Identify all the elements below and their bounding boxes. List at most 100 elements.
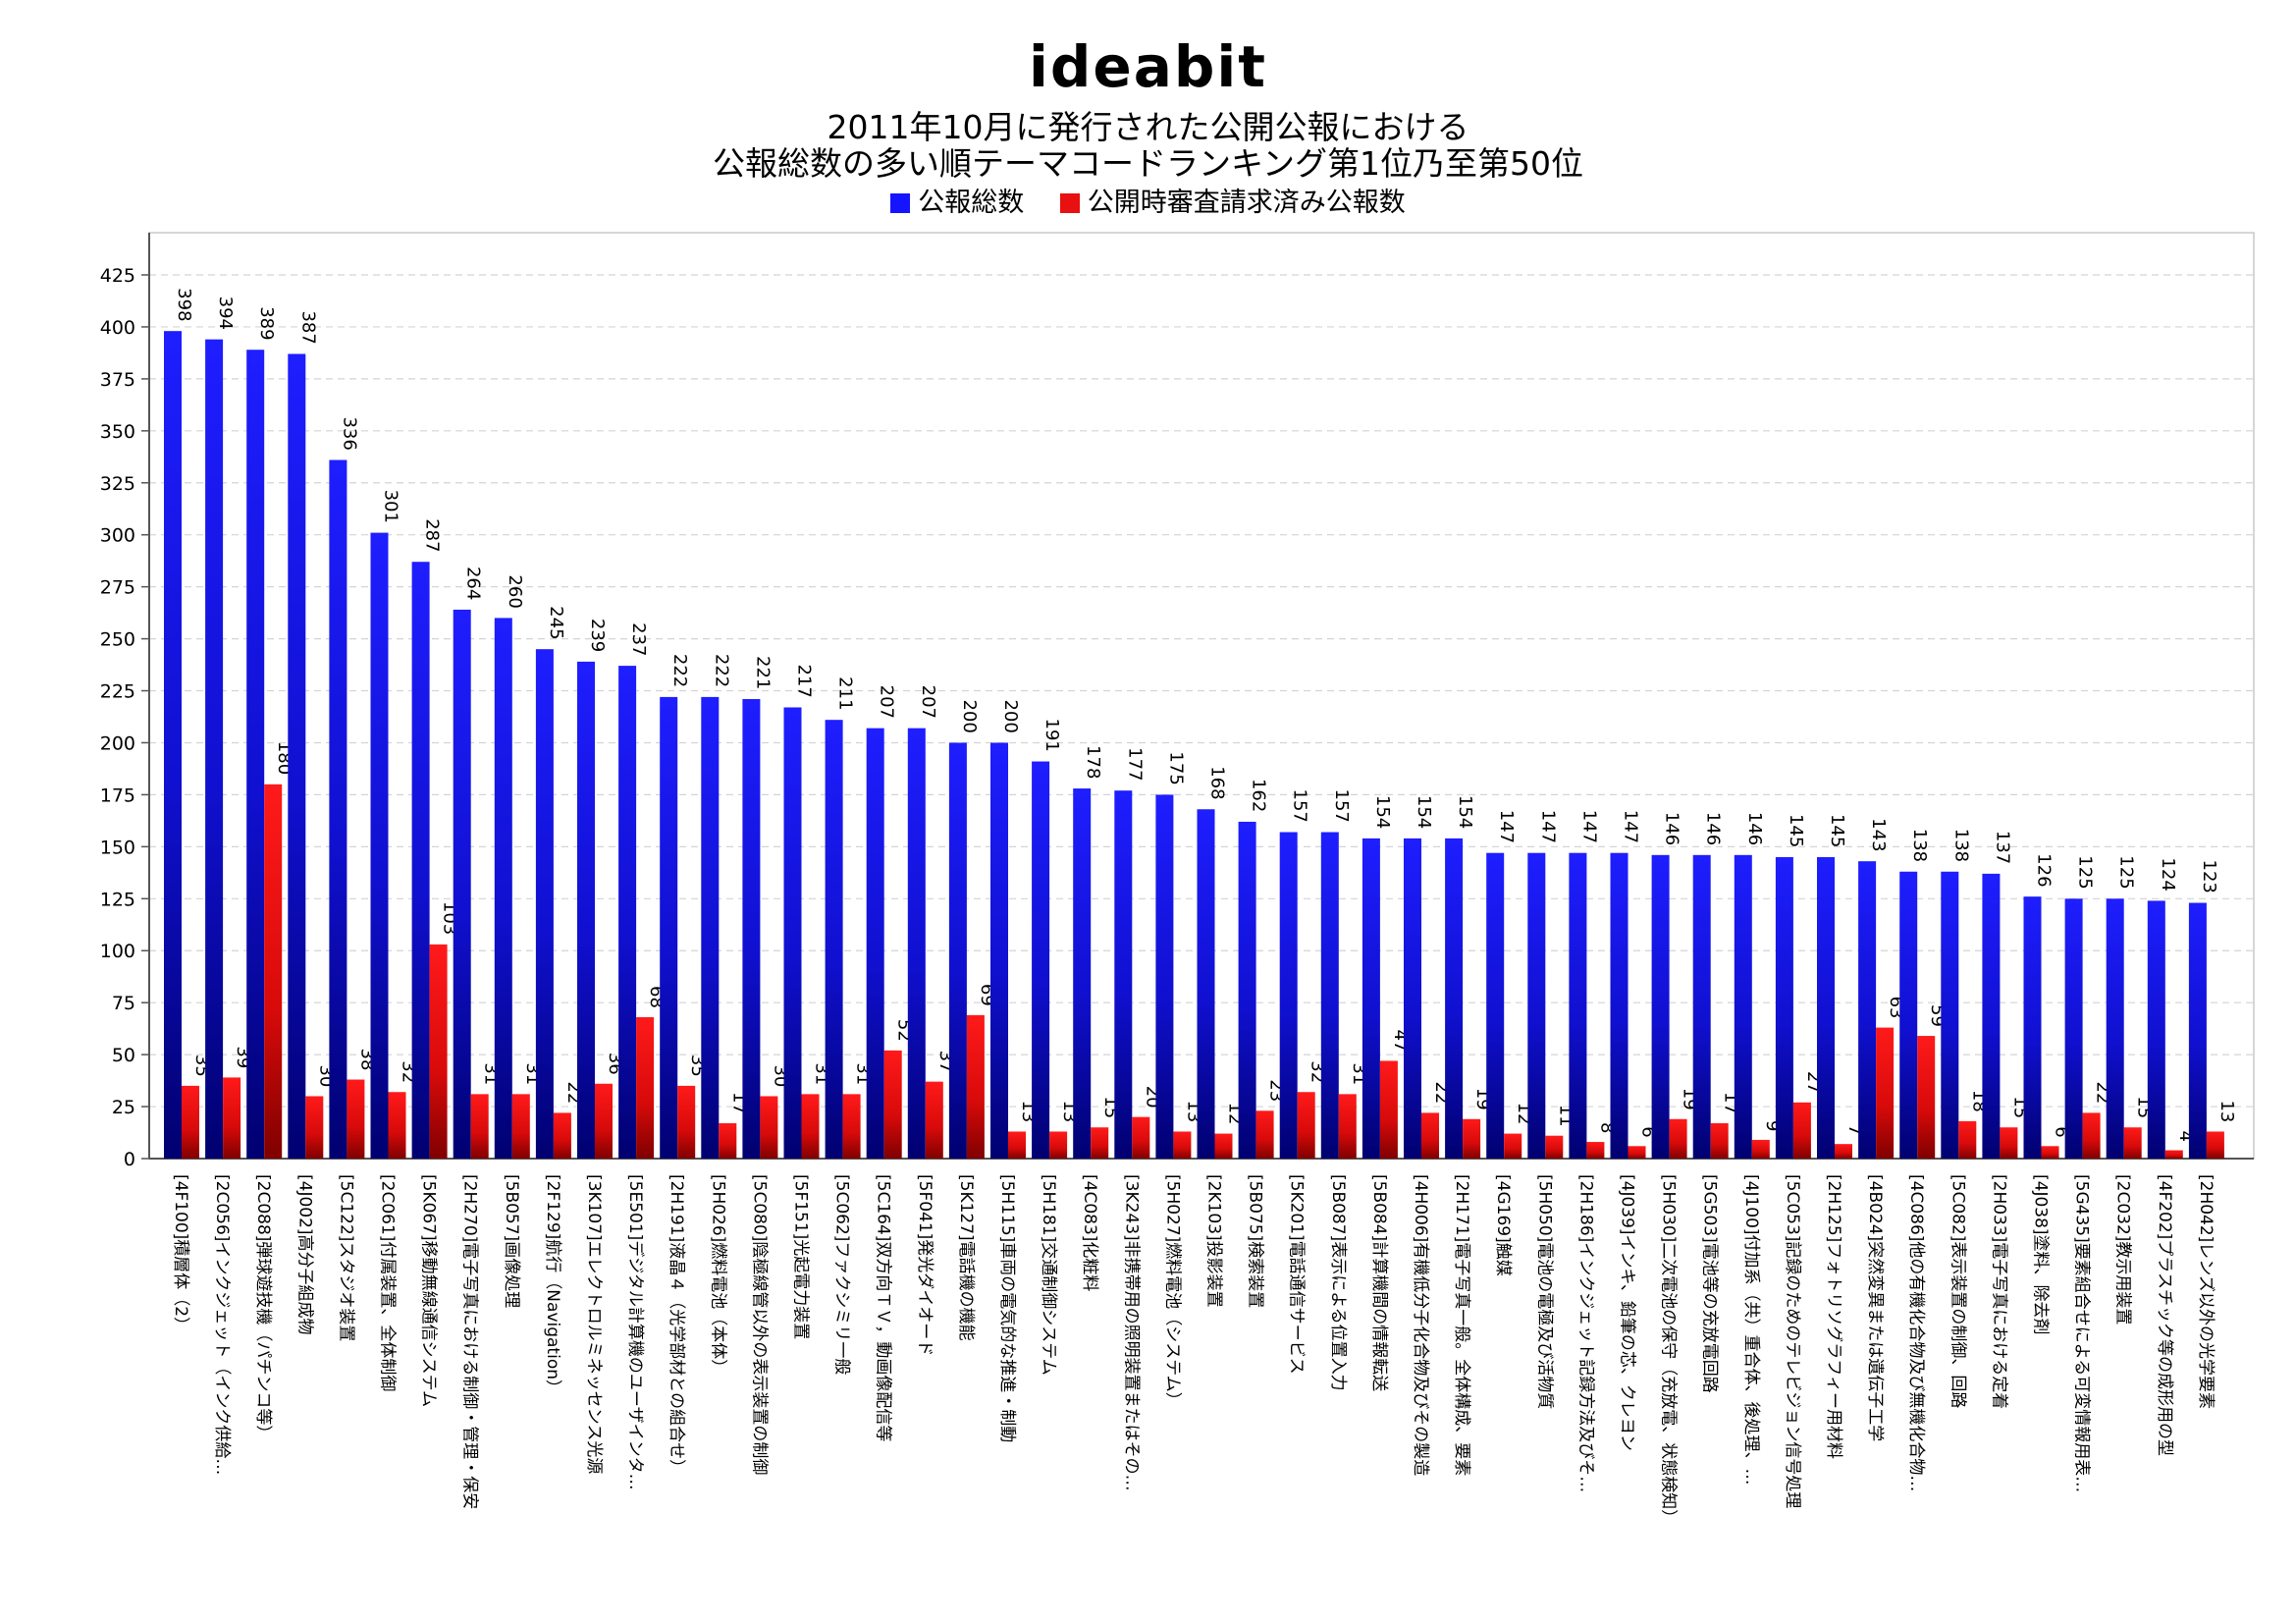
x-category-label: [5K201]電話通信サービス bbox=[1287, 1174, 1307, 1375]
y-tick-label: 275 bbox=[100, 577, 135, 599]
x-category-label: [5B057]画像処理 bbox=[502, 1174, 521, 1308]
bar-total bbox=[535, 649, 554, 1159]
bar-total bbox=[164, 331, 182, 1159]
legend-label-total: 公報総数 bbox=[918, 188, 1025, 218]
bar-examined bbox=[1255, 1110, 1274, 1159]
bar-examined bbox=[677, 1085, 696, 1159]
bar-total bbox=[1817, 856, 1835, 1159]
x-category-label: [2H125]フォトリソグラフィー用材料 bbox=[1824, 1174, 1843, 1459]
bar-total bbox=[2106, 898, 2124, 1159]
data-label-total: 207 bbox=[918, 685, 938, 719]
bar-examined bbox=[1421, 1112, 1439, 1159]
legend-swatch-blue bbox=[890, 193, 911, 213]
bar-total bbox=[1858, 861, 1877, 1159]
x-category-label: [4F202]プラスチック等の成形用の型 bbox=[2155, 1174, 2174, 1456]
x-category-label: [2C056]インクジェット（インク供給… bbox=[212, 1174, 232, 1475]
bar-examined bbox=[719, 1123, 737, 1159]
data-label-total: 168 bbox=[1207, 766, 1228, 799]
bar-examined bbox=[1008, 1131, 1026, 1159]
x-category-label: [3K243]非携帯用の照明装置またはその… bbox=[1121, 1174, 1141, 1491]
data-label-total: 162 bbox=[1249, 779, 1269, 812]
data-label-total: 394 bbox=[215, 297, 236, 330]
data-label-total: 211 bbox=[835, 676, 856, 710]
x-category-label: [5B087]表示による位置入力 bbox=[1328, 1174, 1348, 1391]
bar-examined bbox=[1710, 1123, 1729, 1159]
bar-total bbox=[1610, 852, 1629, 1159]
data-label-total: 154 bbox=[1414, 795, 1434, 829]
data-label-total: 126 bbox=[2034, 853, 2055, 887]
bar-total bbox=[2188, 902, 2207, 1159]
data-label-total: 260 bbox=[505, 574, 525, 608]
data-label-total: 207 bbox=[877, 685, 897, 719]
bar-total bbox=[370, 532, 389, 1159]
ideabit-logo: ideabit bbox=[1029, 33, 1267, 100]
data-label-total: 147 bbox=[1578, 810, 1599, 843]
bar-total bbox=[866, 728, 884, 1159]
data-label-total: 145 bbox=[1827, 814, 1847, 847]
bar-examined bbox=[2082, 1112, 2101, 1159]
bar-examined bbox=[182, 1085, 199, 1159]
bar-total bbox=[2023, 896, 2042, 1159]
x-category-label: [4J002]高分子組成物 bbox=[294, 1174, 314, 1335]
bar-examined bbox=[2164, 1150, 2183, 1159]
bar-total bbox=[2064, 898, 2083, 1159]
bar-examined bbox=[1876, 1027, 1895, 1159]
data-label-total: 137 bbox=[1992, 831, 2012, 864]
y-tick-label: 375 bbox=[100, 369, 135, 391]
data-label-total: 217 bbox=[794, 664, 815, 697]
bar-examined bbox=[223, 1077, 241, 1159]
data-label-examined: 13 bbox=[2216, 1100, 2237, 1122]
data-label-total: 147 bbox=[1496, 810, 1517, 843]
x-category-label: [5C062]ファクシミリ一般 bbox=[832, 1174, 852, 1375]
bar-total bbox=[1155, 794, 1174, 1159]
x-category-label: [5G503]電池等の充放電回路 bbox=[1700, 1174, 1720, 1393]
bar-examined bbox=[2206, 1131, 2224, 1159]
data-label-total: 154 bbox=[1372, 795, 1393, 829]
x-category-label: [2H042]レンズ以外の光学要素 bbox=[2196, 1174, 2216, 1409]
bar-examined bbox=[1751, 1139, 1770, 1159]
data-label-total: 191 bbox=[1041, 719, 1062, 752]
data-label-total: 145 bbox=[1786, 814, 1806, 847]
bar-examined bbox=[553, 1112, 571, 1159]
x-category-label: [3K107]エレクトロルミネッセンス光源 bbox=[584, 1174, 604, 1474]
x-category-label: [4B024]突然変異または遺伝子工学 bbox=[1865, 1174, 1885, 1441]
x-category-label: [4F100]積層体（2） bbox=[171, 1174, 190, 1333]
data-label-total: 147 bbox=[1537, 810, 1558, 843]
data-label-total: 147 bbox=[1621, 810, 1641, 843]
x-category-label: [2H186]インクジェット記録方法及びそ… bbox=[1575, 1174, 1595, 1492]
y-tick-label: 125 bbox=[100, 889, 135, 910]
x-category-label: [2K103]投影装置 bbox=[1204, 1174, 1224, 1308]
data-label-total: 124 bbox=[2158, 857, 2178, 891]
bar-total bbox=[1692, 854, 1711, 1159]
x-category-label: [2H270]電子写真における制御・管理・保安 bbox=[460, 1174, 480, 1509]
x-category-label: [4C086]他の有機化合物及び無機化合物… bbox=[1906, 1174, 1926, 1491]
bar-examined bbox=[470, 1094, 489, 1159]
x-category-label: [5H030]二次電池の保守（充放電、状態検知） bbox=[1659, 1174, 1679, 1526]
data-label-total: 387 bbox=[297, 310, 318, 344]
y-tick-label: 150 bbox=[100, 837, 135, 858]
data-label-examined: 7 bbox=[1844, 1124, 1865, 1135]
y-tick-label: 0 bbox=[124, 1149, 135, 1170]
x-category-label: [5B084]計算機間の情報転送 bbox=[1369, 1174, 1389, 1391]
data-label-total: 222 bbox=[669, 654, 690, 687]
bar-examined bbox=[1545, 1135, 1564, 1159]
bar-examined bbox=[760, 1096, 778, 1159]
data-label-examined: 6 bbox=[2052, 1126, 2072, 1137]
x-category-label: [2F129]航行（Navigation） bbox=[543, 1174, 562, 1396]
bar-examined bbox=[1958, 1120, 1977, 1159]
bar-examined bbox=[264, 784, 283, 1159]
bar-total bbox=[1734, 854, 1752, 1159]
bar-total bbox=[1486, 852, 1505, 1159]
bar-examined bbox=[1091, 1127, 1109, 1159]
data-label-examined: 6 bbox=[1638, 1126, 1659, 1137]
data-label-total: 146 bbox=[1662, 812, 1682, 845]
chart-title-line2: 公報総数の多い順テーマコードランキング第1位乃至第50位 bbox=[713, 144, 1583, 183]
legend-label-examined: 公開時審査請求済み公報数 bbox=[1087, 188, 1406, 218]
data-label-total: 154 bbox=[1455, 795, 1475, 829]
bar-examined bbox=[595, 1083, 613, 1159]
bar-examined bbox=[1917, 1036, 1936, 1159]
x-axis-labels: [4F100]積層体（2） [2C056]インクジェット（インク供給… [2C088… bbox=[171, 1174, 2216, 1526]
data-label-total: 175 bbox=[1165, 751, 1186, 784]
y-tick-label: 75 bbox=[112, 993, 135, 1014]
